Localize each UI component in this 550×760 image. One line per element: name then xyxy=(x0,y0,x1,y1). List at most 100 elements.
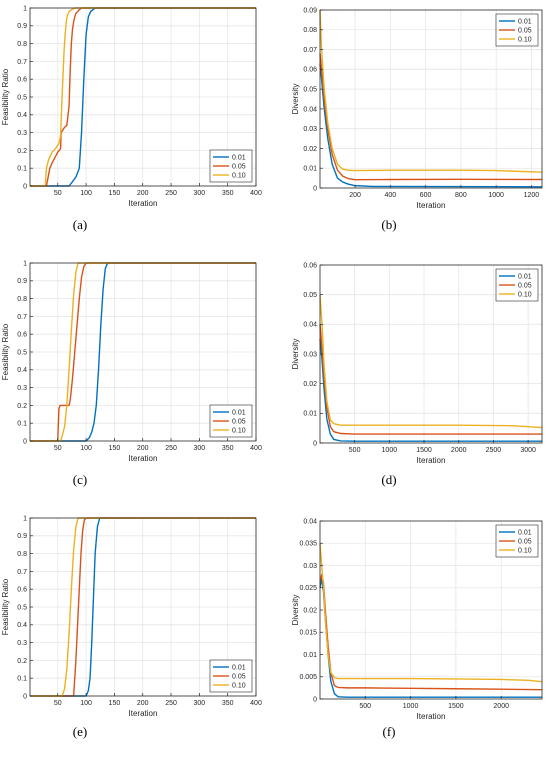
y-tick-label: 0.04 xyxy=(303,322,317,329)
y-tick-label: 0.6 xyxy=(17,332,27,339)
y-tick-label: 0.2 xyxy=(17,658,27,665)
legend-entry: 0.05 xyxy=(518,28,532,35)
x-tick-label: 250 xyxy=(165,190,177,197)
x-tick-label: 400 xyxy=(250,190,262,197)
x-axis-label: Iteration xyxy=(129,709,158,718)
y-tick-label: 0.1 xyxy=(17,166,27,173)
series-line-0.01 xyxy=(319,63,543,188)
y-tick-label: 0.03 xyxy=(303,563,317,570)
series-line-0.01 xyxy=(30,262,256,442)
x-tick-label: 2000 xyxy=(451,447,467,454)
y-tick-label: 0.005 xyxy=(299,674,317,681)
y-tick-label: 0.04 xyxy=(303,106,317,113)
series-line-0.10 xyxy=(30,517,256,697)
subplot-c: 50 100 150 200 250 300 350 400 0 0.1 0.2 0.3 0.4 0.5 0… xyxy=(1,260,262,463)
legend-entry: 0.10 xyxy=(232,173,246,180)
x-tick-label: 2500 xyxy=(486,447,502,454)
y-tick-label: 0.4 xyxy=(17,367,27,374)
y-tick-label: 0.08 xyxy=(303,27,317,34)
subplot-d: 500 1000 1500 2000 2500 3000 0 0.01 0.02 0.03 0.04… xyxy=(291,262,543,465)
x-tick-label: 250 xyxy=(165,700,177,707)
y-tick-label: 0.4 xyxy=(17,112,27,119)
x-tick-label: 300 xyxy=(194,445,206,452)
y-axis-label: Feasibility Ratio xyxy=(1,323,10,380)
series-line-0.05 xyxy=(319,53,543,181)
y-tick-label: 0.025 xyxy=(299,585,317,592)
y-axis-label: Diversity xyxy=(291,339,300,370)
x-axis-label: Iteration xyxy=(129,199,158,208)
series-line-0.05 xyxy=(30,517,256,697)
y-axis-label: Diversity xyxy=(291,595,300,626)
x-tick-label: 150 xyxy=(109,190,121,197)
series-line-0.10 xyxy=(319,9,543,173)
subplot-e: 50 100 150 200 250 300 350 400 0 0.1 0.2 0.3 0.4 0.5 0… xyxy=(1,515,262,718)
legend-entry: 0.10 xyxy=(518,37,532,44)
legend-box xyxy=(209,659,253,693)
series-line-0.10 xyxy=(30,262,256,442)
y-tick-label: 0.015 xyxy=(299,630,317,637)
legend-entry: 0.05 xyxy=(518,539,532,546)
series-line-0.05 xyxy=(30,262,256,442)
x-tick-label: 350 xyxy=(222,445,234,452)
subplot-f: 500 1000 1500 2000 0 0.005 0.01 0.015 0.02 0.025 0… xyxy=(291,518,543,721)
y-tick-label: 0.6 xyxy=(17,77,27,84)
legend: 0.01 0.05 0.10 xyxy=(209,149,253,183)
legend-entry: 0.10 xyxy=(232,683,246,690)
x-tick-label: 1000 xyxy=(403,703,419,710)
x-tick-label: 300 xyxy=(194,700,206,707)
x-tick-label: 1200 xyxy=(524,192,540,199)
y-tick-label: 0.02 xyxy=(303,607,317,614)
x-tick-label: 400 xyxy=(250,445,262,452)
x-tick-label: 600 xyxy=(420,192,432,199)
y-tick-label: 0.06 xyxy=(303,67,317,74)
x-tick-label: 150 xyxy=(109,700,121,707)
x-axis-label: Iteration xyxy=(129,454,158,463)
legend: 0.01 0.05 0.10 xyxy=(209,404,253,438)
y-tick-label: 0 xyxy=(23,693,27,700)
legend-entry: 0.01 xyxy=(518,274,532,281)
y-tick-label: 0.2 xyxy=(17,148,27,155)
y-tick-label: 0.9 xyxy=(17,278,27,285)
y-axis-label: Feasibility Ratio xyxy=(1,68,10,125)
series-line-0.01 xyxy=(30,7,256,187)
y-axis-label: Diversity xyxy=(291,84,300,115)
x-tick-label: 200 xyxy=(349,192,361,199)
x-tick-label: 800 xyxy=(455,192,467,199)
y-tick-label: 0.04 xyxy=(303,518,317,525)
y-tick-label: 0.9 xyxy=(17,23,27,30)
y-tick-label: 0 xyxy=(23,438,27,445)
x-tick-label: 500 xyxy=(349,447,361,454)
x-tick-label: 200 xyxy=(137,700,149,707)
y-tick-label: 0.01 xyxy=(303,411,317,418)
series-line-0.01 xyxy=(319,339,542,442)
x-tick-label: 200 xyxy=(137,190,149,197)
y-tick-label: 0.5 xyxy=(17,604,27,611)
y-tick-label: 0.5 xyxy=(17,349,27,356)
series-line-0.05 xyxy=(30,7,256,187)
y-tick-label: 0.1 xyxy=(17,676,27,683)
y-tick-label: 0.07 xyxy=(303,47,317,54)
legend-entry: 0.05 xyxy=(232,674,246,681)
legend-entry: 0.01 xyxy=(232,155,246,162)
legend-entry: 0.10 xyxy=(518,548,532,555)
y-tick-label: 0.1 xyxy=(17,421,27,428)
y-tick-label: 0.01 xyxy=(303,166,317,173)
x-tick-label: 200 xyxy=(137,445,149,452)
y-tick-label: 0.7 xyxy=(17,569,27,576)
y-tick-label: 0 xyxy=(313,696,317,703)
x-tick-label: 50 xyxy=(54,190,62,197)
y-tick-label: 1 xyxy=(23,515,27,522)
y-tick-label: 0.02 xyxy=(303,146,317,153)
x-tick-label: 2000 xyxy=(493,703,509,710)
y-tick-label: 0.9 xyxy=(17,533,27,540)
x-tick-label: 300 xyxy=(194,190,206,197)
legend: 0.01 0.05 0.10 xyxy=(209,659,253,693)
y-tick-label: 0.05 xyxy=(303,292,317,299)
y-tick-label: 0.8 xyxy=(17,41,27,48)
legend-entry: 0.10 xyxy=(518,292,532,299)
x-tick-label: 400 xyxy=(385,192,397,199)
legend-entry: 0.05 xyxy=(518,283,532,290)
subplot-b: 200 400 600 800 1000 1200 0 0.01 0.02 0.03 0.04 0.0… xyxy=(291,7,543,210)
y-tick-label: 0.7 xyxy=(17,314,27,321)
